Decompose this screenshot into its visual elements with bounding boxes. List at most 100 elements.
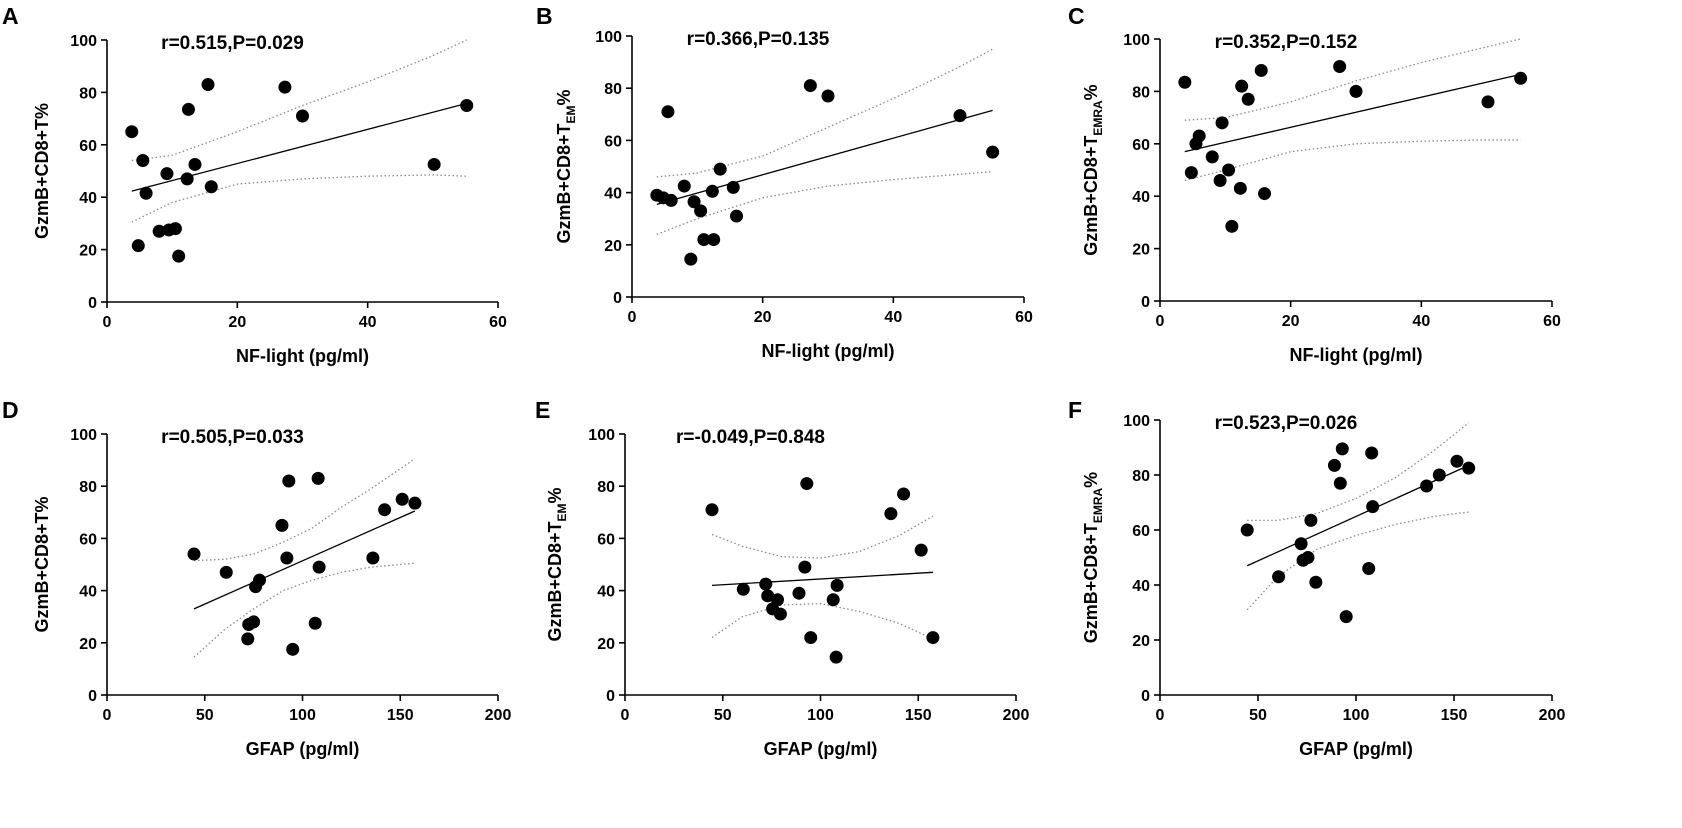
- data-point: [804, 631, 818, 645]
- correlation-annotation: r=-0.049,P=0.848: [676, 427, 825, 448]
- data-point: [736, 582, 750, 596]
- y-axis-label: GzmB+CD8+TEM%: [545, 487, 569, 641]
- x-tick-label: 200: [485, 707, 512, 724]
- data-point: [707, 233, 721, 247]
- y-tick-label: 40: [79, 190, 97, 207]
- regression-line: [1246, 464, 1469, 567]
- data-point: [953, 109, 967, 123]
- data-point: [187, 547, 201, 561]
- y-axis-label: GzmB+CD8+TEM%: [554, 89, 578, 243]
- y-axis-label-suffix: %: [545, 487, 565, 503]
- y-tick-label: 100: [595, 29, 622, 46]
- y-tick-label: 0: [606, 688, 615, 705]
- data-point: [296, 109, 309, 123]
- data-point: [1240, 523, 1254, 537]
- data-point: [247, 615, 261, 629]
- y-tick-label: 80: [597, 479, 615, 496]
- data-point: [694, 204, 708, 218]
- y-axis-label: GzmB+CD8+T%: [32, 496, 52, 632]
- x-tick-label: 150: [387, 707, 414, 724]
- regression-line: [193, 510, 416, 610]
- y-axis-label: GzmB+CD8+TEMRA%: [1081, 472, 1105, 643]
- x-tick-label: 60: [489, 314, 507, 331]
- y-axis-label-subscript: EM: [564, 105, 578, 123]
- data-point: [1327, 458, 1341, 472]
- data-point: [726, 180, 740, 194]
- data-point: [914, 543, 928, 557]
- data-point: [252, 573, 266, 587]
- data-point: [821, 89, 835, 103]
- data-point: [460, 99, 474, 112]
- y-tick-label: 60: [79, 138, 97, 155]
- data-point: [798, 560, 812, 574]
- data-point: [1362, 562, 1376, 575]
- y-tick-label: 20: [597, 636, 615, 653]
- y-tick-label: 40: [604, 186, 622, 203]
- x-tick-label: 0: [103, 314, 112, 331]
- y-tick-label: 80: [79, 479, 97, 496]
- x-tick-label: 150: [905, 707, 932, 724]
- y-tick-label: 100: [70, 33, 97, 50]
- y-axis-label-subscript: EMRA: [1091, 487, 1105, 523]
- y-axis-label-main: GzmB+CD8+T%: [32, 496, 52, 632]
- data-point: [241, 632, 255, 646]
- data-point: [677, 179, 691, 193]
- y-tick-label: 0: [88, 295, 97, 312]
- confidence-band-upper: [1247, 422, 1470, 522]
- x-tick-label: 60: [1015, 309, 1033, 326]
- data-point: [1178, 75, 1192, 89]
- data-point: [378, 503, 392, 517]
- correlation-annotation: r=0.523,P=0.026: [1215, 413, 1358, 434]
- y-axis-label-main: GzmB+CD8+T: [1081, 136, 1101, 256]
- data-point: [1205, 150, 1219, 164]
- y-tick-label: 20: [1132, 633, 1150, 650]
- confidence-band-lower: [1246, 511, 1469, 611]
- data-point: [125, 125, 139, 139]
- panel-letter: A: [2, 3, 19, 29]
- data-point: [897, 487, 911, 501]
- data-point: [204, 180, 218, 194]
- data-point: [1481, 95, 1495, 109]
- y-tick-label: 60: [1132, 137, 1150, 154]
- chart-panel-a: Ar=0.515,P=0.029 0 20 40 60 80 100 0 20 40 60 NF-li…: [2, 3, 507, 366]
- y-tick-label: 0: [1141, 294, 1150, 311]
- panel-letter: E: [535, 397, 550, 423]
- y-tick-label: 100: [588, 427, 615, 444]
- x-axis-label: GFAP (pg/ml): [1299, 739, 1413, 759]
- data-point: [705, 503, 719, 517]
- y-tick-label: 60: [604, 133, 622, 150]
- data-point: [1258, 187, 1272, 201]
- data-point: [201, 78, 215, 92]
- data-point: [1366, 500, 1380, 514]
- y-tick-label: 100: [70, 427, 97, 444]
- data-point: [408, 496, 422, 510]
- correlation-annotation: r=0.366,P=0.135: [687, 29, 830, 50]
- y-tick-label: 0: [88, 688, 97, 705]
- regression-line: [711, 571, 933, 587]
- y-axis-label-main: GzmB+CD8+T: [545, 521, 565, 641]
- data-point: [427, 157, 441, 171]
- y-tick-label: 80: [79, 85, 97, 102]
- data-point: [308, 616, 322, 630]
- data-point: [188, 157, 202, 171]
- data-point: [1333, 60, 1347, 74]
- x-tick-label: 0: [628, 309, 637, 326]
- y-axis-label-subscript: EM: [555, 503, 569, 521]
- data-point: [1514, 71, 1528, 85]
- y-tick-label: 80: [604, 81, 622, 98]
- x-tick-label: 50: [196, 707, 214, 724]
- data-point: [180, 172, 194, 186]
- y-tick-label: 80: [1132, 468, 1150, 485]
- confidence-band-lower: [1184, 139, 1521, 182]
- data-point: [1272, 570, 1286, 584]
- correlation-annotation: r=0.505,P=0.033: [161, 427, 304, 448]
- y-axis-label-subscript: EMRA: [1091, 100, 1105, 136]
- x-axis-label: NF-light (pg/ml): [1290, 345, 1423, 365]
- data-point: [366, 551, 380, 565]
- data-point: [1349, 84, 1363, 98]
- y-tick-label: 40: [597, 584, 615, 601]
- data-point: [1420, 479, 1434, 493]
- x-axis-label: GFAP (pg/ml): [246, 739, 360, 759]
- data-point: [661, 105, 675, 119]
- data-point: [172, 249, 186, 263]
